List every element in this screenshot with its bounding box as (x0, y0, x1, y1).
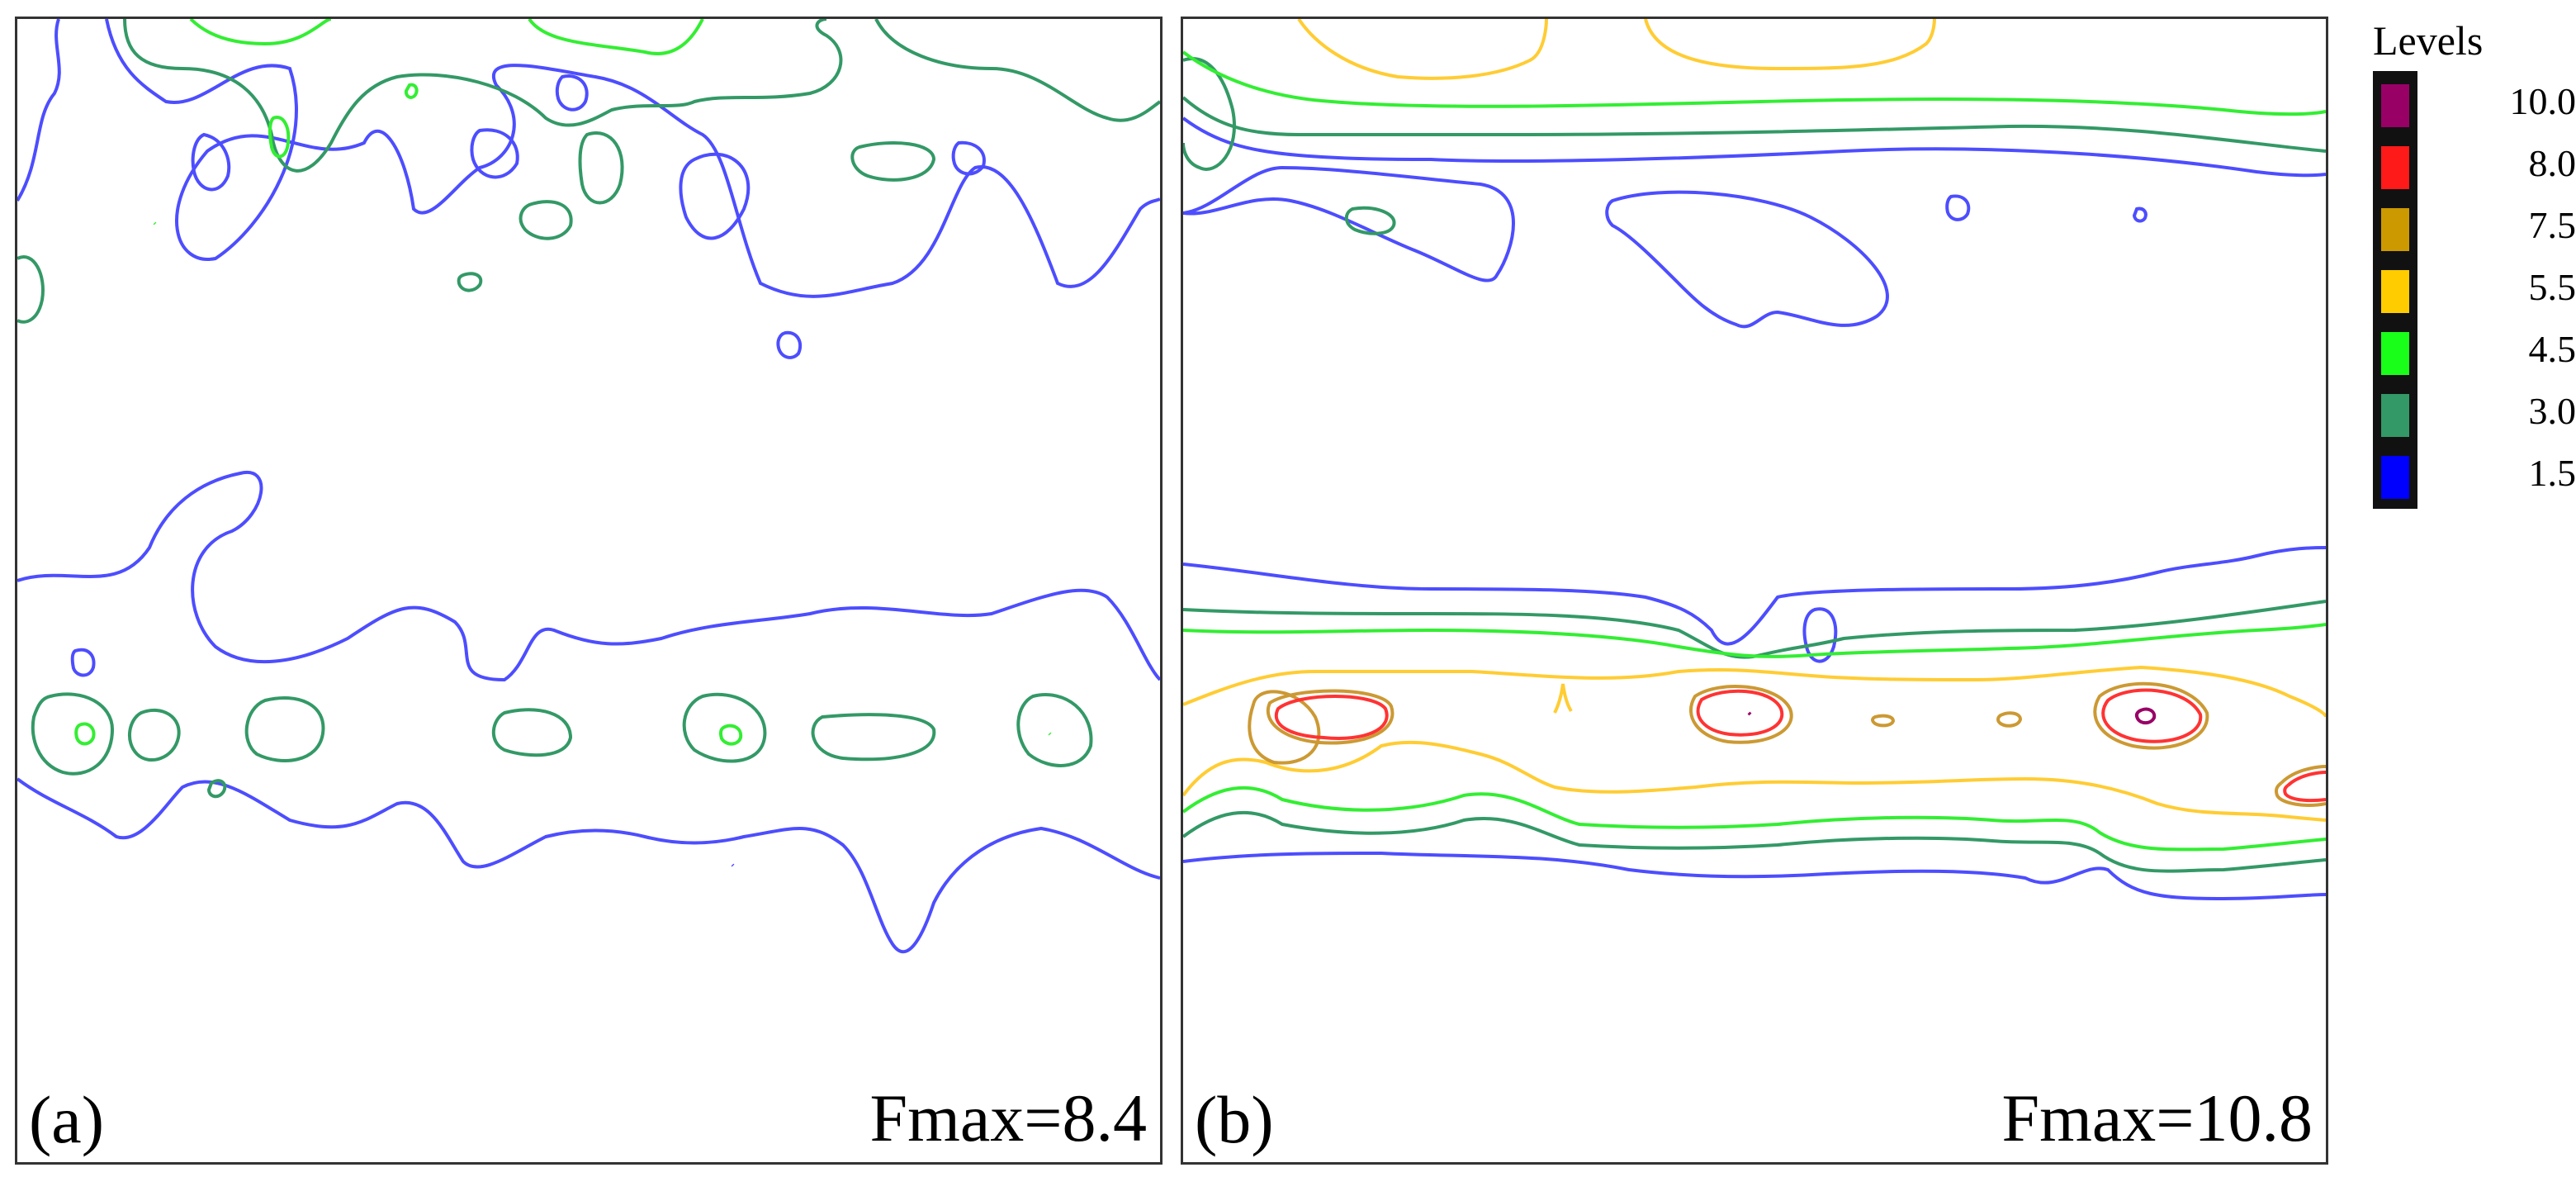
contour-a-level-3.0-bot7 (1016, 693, 1093, 767)
contour-a-level-1.5-loop (679, 152, 751, 240)
contour-b-level-5.5-bot-bottom (1183, 740, 2326, 822)
legend-swatch (2381, 332, 2409, 375)
contour-a-level-4.5-island3 (74, 722, 96, 746)
contour-a-level-1.5-island1 (191, 132, 231, 192)
contour-a-level-3.0-island2 (519, 200, 573, 240)
contour-b-level-1.5-topband (1183, 116, 2326, 178)
contour-b-level-3.0-bot-bottom (1183, 810, 2326, 873)
contour-b-level-4.5-bot-top (1183, 623, 2326, 658)
contour-b-level-3.0-island (1344, 206, 1396, 235)
contour-a-level-1.5-island4 (951, 140, 986, 176)
legend-swatch (2381, 208, 2409, 251)
contour-b-level-4.5-topband (1183, 50, 2326, 116)
contour-b-level-10.0-spot2 (1747, 711, 1752, 716)
contour-plot-b (1183, 19, 2326, 901)
panel-a-tag: (a) (29, 1082, 105, 1157)
legend-value: 8.0 (2528, 142, 2576, 184)
contour-a-level-4.5-island1 (268, 116, 291, 159)
contour-b-level-1.5-top (1183, 165, 1515, 282)
panel-b-fmax-label: Fmax=10.8 (2001, 1080, 2313, 1156)
contour-b-level-1.5-island2 (1945, 194, 1971, 221)
contour-b-level-5.5-spike (1553, 683, 1573, 714)
legend-title: Levels (2373, 17, 2484, 64)
contour-a-level-4.5-island4 (718, 724, 743, 746)
contour-b-level-3.0-bot-top (1183, 600, 2326, 659)
contour-b-level-1.5-bot-island (1802, 607, 1838, 663)
legend-value: 1.5 (2528, 452, 2576, 494)
panel-b-tag: (b) (1195, 1082, 1274, 1157)
contour-b-level-8.0-spot3 (2101, 688, 2203, 743)
legend-swatch (2381, 456, 2409, 499)
contour-a-level-3.0-island3 (850, 141, 936, 182)
contour-b-level-7.5-spot1b (1266, 689, 1395, 745)
legend-item: 8.0 (2371, 141, 2576, 203)
contour-a-level-3.0-bot4 (491, 708, 573, 757)
contour-a-level-3.0-island4 (457, 272, 483, 292)
legend-swatch (2381, 394, 2409, 437)
contour-a-level-3.0-bot3 (244, 695, 325, 762)
contour-a-level-4.5-dot1 (1048, 732, 1052, 736)
contour-b-level-5.5-bot-top (1183, 665, 2326, 718)
contour-a-level-3.0-bot1 (31, 692, 115, 776)
legend-swatch (2381, 270, 2409, 313)
contour-b-level-3.0-topleft (1183, 57, 1236, 171)
contour-a-level-1.5-island3 (555, 74, 589, 112)
legend-item: 7.5 (2371, 203, 2576, 265)
contour-a-level-3.0-bot6 (811, 713, 936, 762)
contour-b-level-7.5-spot2 (1689, 685, 1793, 744)
contour-b-level-1.5-bot-top (1183, 546, 2326, 646)
legend-item: 3.0 (2371, 389, 2576, 451)
legend-item: 4.5 (2371, 327, 2576, 389)
legend-item: 1.5 (2371, 451, 2576, 513)
contour-a-level-1.5-top (17, 19, 1160, 298)
contour-b-level-8.0-spot4 (2283, 771, 2326, 803)
contour-a-level-3.0-top (123, 19, 1160, 173)
contour-b-level-7.5-small2 (1996, 711, 2023, 728)
panel-a-fmax-label: Fmax=8.4 (869, 1080, 1147, 1156)
contour-a-level-1.5-island6 (70, 648, 96, 677)
legend-item: 5.5 (2371, 265, 2576, 327)
legend-value: 5.5 (2528, 266, 2576, 308)
contour-a-level-4.5-dot2 (153, 221, 157, 225)
contour-b-level-4.5-bot-bottom (1183, 785, 2326, 852)
contour-b-level-1.5-bot-bottom (1183, 851, 2326, 901)
legend-value: 7.5 (2528, 204, 2576, 246)
contour-b-level-10.0-spot3 (2134, 707, 2157, 725)
contour-a-level-3.0-bot8 (206, 779, 227, 799)
contour-a-level-3.0-island5 (17, 255, 45, 324)
panel-b: (b) Fmax=10.8 (1181, 17, 2328, 1165)
contour-a-level-4.5-top (189, 19, 704, 55)
levels-legend: Levels 10.0 8.0 7.5 5.5 4.5 3.0 1.5 (2371, 17, 2576, 509)
contour-b-level-7.5-spot1 (1248, 690, 1321, 765)
contour-a-level-4.5-island2 (404, 83, 419, 99)
contour-b-level-1.5-island1 (1605, 190, 1889, 329)
legend-item: 10.0 (2371, 79, 2576, 141)
contour-b-level-3.0-topband (1183, 96, 2326, 153)
contour-b-level-1.5-island3 (2132, 206, 2147, 223)
contour-a-level-3.0-bot2 (127, 708, 181, 762)
legend-value: 10.0 (2509, 80, 2576, 122)
contour-a-level-3.0-bot5 (682, 692, 767, 763)
contour-b-level-7.5-small1 (1871, 714, 1896, 728)
contour-a-level-1.5-island5 (776, 330, 803, 359)
contour-b-level-7.5-spot4 (2274, 765, 2326, 807)
contour-b-level-7.5-spot3 (2093, 681, 2209, 750)
legend-swatch (2381, 84, 2409, 127)
contour-b-level-8.0-spot1 (1275, 695, 1389, 740)
legend-value: 4.5 (2528, 328, 2576, 370)
contour-plot-a (17, 19, 1160, 954)
contour-a-level-1.5-dot (731, 863, 735, 867)
legend-value: 3.0 (2528, 390, 2576, 432)
contour-b-level-8.0-spot2 (1696, 689, 1784, 737)
legend-swatch (2381, 146, 2409, 189)
contour-a-level-3.0-island1 (578, 131, 624, 205)
panel-a: (a) Fmax=8.4 (15, 17, 1163, 1165)
contour-a-level-1.5-island2 (470, 128, 519, 179)
contour-a-level-1.5-bottom (17, 470, 1160, 954)
contour-b-level-5.5-top (1297, 19, 1936, 80)
